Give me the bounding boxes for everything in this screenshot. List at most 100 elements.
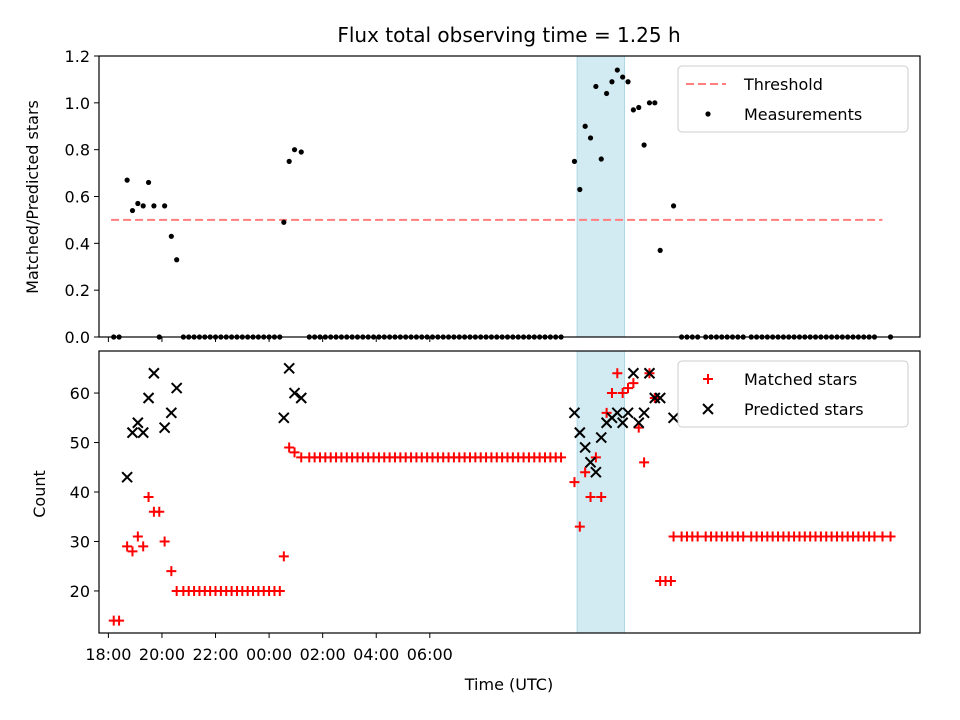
measurement-point (636, 104, 642, 111)
y-tick-label: 1.0 (65, 94, 90, 113)
x-axis-label: Time (UTC) (464, 675, 553, 694)
y-tick-label: 1.2 (65, 47, 90, 66)
measurement-point (135, 200, 141, 207)
predicted-star-point (278, 412, 290, 424)
measurement-point (604, 90, 610, 97)
matched-star-point (612, 368, 623, 379)
plot-layer (108, 362, 896, 626)
matched-star-point (166, 566, 177, 577)
matched-star-point (289, 447, 300, 458)
legend-label: Measurements (744, 105, 862, 124)
matched-star-point (274, 585, 285, 596)
measurement-point (593, 83, 599, 90)
predicted-star-point (633, 417, 645, 429)
y-tick-label: 50 (70, 434, 90, 453)
matched-star-point (574, 521, 585, 532)
y-tick-label: 60 (70, 384, 90, 403)
y-tick-label: 20 (70, 582, 90, 601)
matched-star-point (617, 388, 628, 399)
matched-star-point (628, 378, 639, 389)
measurement-point (298, 149, 304, 155)
predicted-star-point (595, 431, 607, 444)
predicted-star-point (142, 392, 155, 404)
measurement-point (151, 203, 157, 209)
legend-box (677, 360, 909, 428)
matched-star-point (665, 576, 676, 587)
matched-star-point (143, 491, 154, 502)
matched-star-point (127, 546, 138, 557)
matched-star-point (122, 541, 133, 552)
predicted-star-point (643, 367, 656, 379)
predicted-star-point (165, 407, 178, 419)
predicted-star-point (121, 471, 133, 483)
matched-star-point (154, 506, 165, 517)
predicted-star-point (574, 426, 586, 439)
predicted-star-point (627, 367, 640, 379)
legend-label: Matched stars (744, 370, 857, 389)
measurement-point (571, 158, 578, 164)
observing-window-span (576, 55, 626, 338)
y-tick-label: 0.0 (65, 328, 90, 347)
measurement-point (162, 203, 168, 209)
predicted-star-point (611, 407, 624, 419)
matched-star-point (633, 422, 644, 433)
y-tick-label: 40 (70, 483, 90, 502)
matched-star-point (278, 551, 289, 562)
matched-star-point (606, 388, 617, 399)
measurement-point (609, 79, 615, 85)
matched-star-point (284, 442, 295, 453)
matched-star-point (569, 477, 580, 488)
legend-box (677, 65, 909, 133)
matched-star-point (580, 467, 591, 478)
legend-measurement-swatch (705, 111, 711, 117)
matched-star-point (159, 536, 170, 547)
measurement-point (174, 257, 180, 263)
measurement-point (281, 219, 287, 225)
measurement-point (670, 203, 677, 209)
measurement-point (129, 207, 136, 214)
measurement-point (286, 158, 292, 164)
measurement-point (641, 142, 647, 148)
measurement-point (620, 74, 626, 80)
top-y-axis-label: Matched/Predicted stars (23, 100, 42, 294)
predicted-star-point (622, 407, 634, 419)
measurement-point (291, 147, 298, 153)
measurement-point (630, 107, 636, 113)
matched-star-point (114, 615, 125, 626)
measurement-point (646, 100, 653, 106)
predicted-star-point (590, 466, 602, 478)
x-tick-label: 00:00 (246, 645, 292, 664)
x-tick-label: 18:00 (85, 645, 131, 664)
legend: Matched stars Predicted stars (677, 360, 909, 428)
predicted-star-point (170, 382, 183, 394)
predicted-star-point (295, 392, 307, 404)
matched-star-point (885, 531, 896, 542)
measurement-point (614, 67, 620, 73)
predicted-star-point (584, 456, 597, 469)
y-tick-label: 0.2 (65, 281, 90, 300)
predicted-star-point (568, 407, 581, 419)
measurement-point (124, 177, 130, 183)
predicted-star-point (283, 362, 295, 375)
x-tick-label: 02:00 (300, 645, 346, 664)
legend-label: Predicted stars (744, 400, 864, 419)
measurement-point (582, 123, 588, 129)
predicted-star-point (126, 426, 139, 439)
predicted-star-point (638, 407, 650, 419)
axes-frame (98, 55, 921, 338)
x-tick-label: 06:00 (407, 645, 453, 664)
chart-title: Flux total observing time = 1.25 h (337, 23, 680, 47)
axes-frame (98, 350, 921, 634)
matched-star-point (556, 452, 567, 463)
matched-star-point (585, 491, 596, 502)
x-tick-label: 20:00 (139, 645, 185, 664)
matched-star-point (138, 541, 149, 552)
measurement-point (140, 203, 146, 209)
matched-star-point (596, 491, 607, 502)
measurement-point (652, 100, 658, 106)
predicted-star-point (132, 417, 144, 429)
bottom-panel: 20 30 40 50 60 18:00 20:00 22:00 00:00 02:00 04:00… (70, 350, 921, 664)
matched-star-point (132, 531, 143, 542)
measurement-point (168, 233, 174, 239)
